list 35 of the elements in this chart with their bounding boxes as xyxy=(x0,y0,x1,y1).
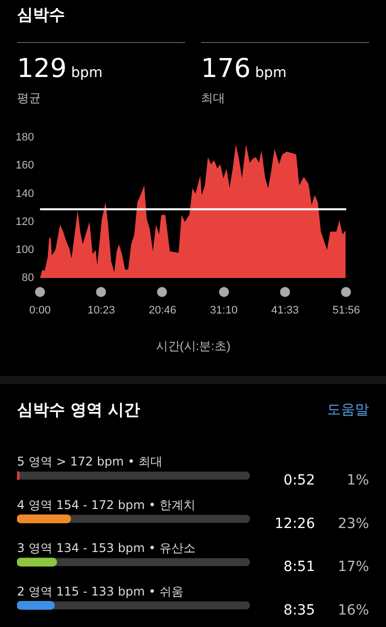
x-tick-label: 20:46 xyxy=(148,304,176,317)
x-axis-title: 시간(시:분:초) xyxy=(156,339,230,354)
x-tick-label: 10:23 xyxy=(87,304,115,317)
category-label: 5 영역 > 172 bpm • 최대 xyxy=(17,454,162,469)
category-label: 3 영역 134 - 153 bpm • 유산소 xyxy=(17,541,196,556)
y-tick-label: 80 xyxy=(22,272,34,284)
category-label: 4 영역 154 - 172 bpm • 한계치 xyxy=(17,498,196,512)
x-tick-label: 51:56 xyxy=(332,304,360,317)
x-tick-label: 0:00 xyxy=(29,304,51,317)
y-tick-label: 100 xyxy=(16,244,34,256)
data-label: 23% xyxy=(338,516,369,532)
x-tick-label: 31:10 xyxy=(210,304,238,317)
y-tick-label: 120 xyxy=(16,216,34,228)
text: 8:35 xyxy=(284,602,315,618)
bar xyxy=(17,514,71,524)
bar xyxy=(17,601,55,610)
data-label: 16% xyxy=(338,602,369,618)
text: 0:52 xyxy=(284,472,315,489)
text: 8:51 xyxy=(284,559,315,576)
y-tick-label: 180 xyxy=(16,132,34,144)
x-tick-label: 41:33 xyxy=(271,304,299,317)
data-label: 1% xyxy=(346,472,369,489)
text: 도움말 xyxy=(327,401,369,419)
text: 평균 xyxy=(17,90,41,107)
text: 최대 xyxy=(201,90,225,107)
text: 129 bpm xyxy=(17,54,103,84)
text: 12:26 xyxy=(274,516,316,532)
chart-title: 심박수 xyxy=(17,5,65,26)
y-tick-label: 140 xyxy=(16,188,34,200)
text: 176 bpm xyxy=(201,54,287,84)
chart-title: 심박수 영역 시간 xyxy=(17,400,140,421)
bar xyxy=(17,558,57,566)
category-label: 2 영역 115 - 133 bpm • 쉬움 xyxy=(17,584,184,598)
data-label: 17% xyxy=(338,559,369,576)
y-tick-label: 160 xyxy=(16,160,34,172)
